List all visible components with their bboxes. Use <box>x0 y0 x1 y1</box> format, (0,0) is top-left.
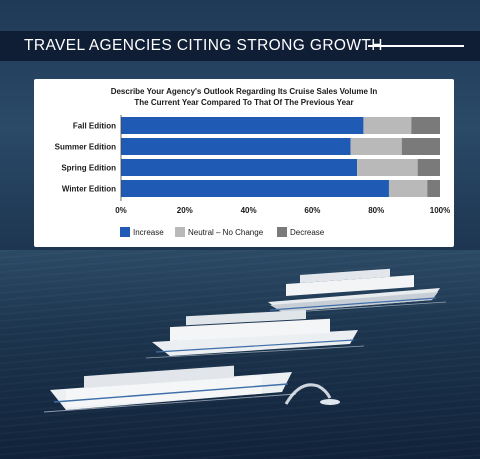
bar-decrease-1 <box>401 138 440 155</box>
chart-title-line-2: The Current Year Compared To That Of The… <box>134 97 354 107</box>
bar-decrease-3 <box>427 180 440 197</box>
header-rule <box>368 45 464 47</box>
cruise-ship-front <box>43 365 297 413</box>
tugboat <box>320 399 340 405</box>
category-label: Spring Edition <box>61 164 116 173</box>
bar-neutral-1 <box>350 138 402 155</box>
x-tick-label: 0% <box>115 206 127 215</box>
x-tick-label: 20% <box>177 206 193 215</box>
x-tick-labels: 0% 20% 40% 60% 80% 100% <box>115 206 450 215</box>
bar-neutral-0 <box>363 117 412 134</box>
bar-neutral-3 <box>388 180 428 197</box>
bar-group <box>121 117 440 197</box>
legend-label: Neutral – No Change <box>188 228 264 237</box>
chart-title-line-1: Describe Your Agency's Outlook Regarding… <box>110 87 378 96</box>
bar-increase-1 <box>121 138 351 155</box>
bar-decrease-0 <box>411 117 440 134</box>
bar-increase-2 <box>121 159 358 176</box>
legend-label: Increase <box>133 228 164 237</box>
bar-increase-3 <box>121 180 389 197</box>
legend-label: Decrease <box>290 228 325 237</box>
x-tick-label: 100% <box>430 206 450 215</box>
bar-increase-0 <box>121 117 364 134</box>
bar-decrease-2 <box>417 159 440 176</box>
page-title: TRAVEL AGENCIES CITING STRONG GROWTH <box>24 37 383 54</box>
x-tick-label: 60% <box>304 206 320 215</box>
category-labels: Fall Edition Summer Edition Spring Edition… <box>55 122 116 194</box>
x-tick-label: 80% <box>368 206 384 215</box>
category-label: Winter Edition <box>62 185 116 194</box>
legend: Increase Neutral – No Change Decrease <box>120 227 325 237</box>
legend-swatch <box>175 227 185 237</box>
water-spray <box>284 383 332 405</box>
cruise-ship-middle <box>145 309 365 359</box>
legend-swatch <box>277 227 287 237</box>
category-label: Summer Edition <box>55 143 116 152</box>
cruise-ship-back <box>261 268 447 315</box>
category-label: Fall Edition <box>73 122 116 131</box>
chart-title: Describe Your Agency's Outlook Regarding… <box>34 87 454 108</box>
x-tick-label: 40% <box>241 206 257 215</box>
legend-swatch <box>120 227 130 237</box>
bar-neutral-2 <box>357 159 418 176</box>
